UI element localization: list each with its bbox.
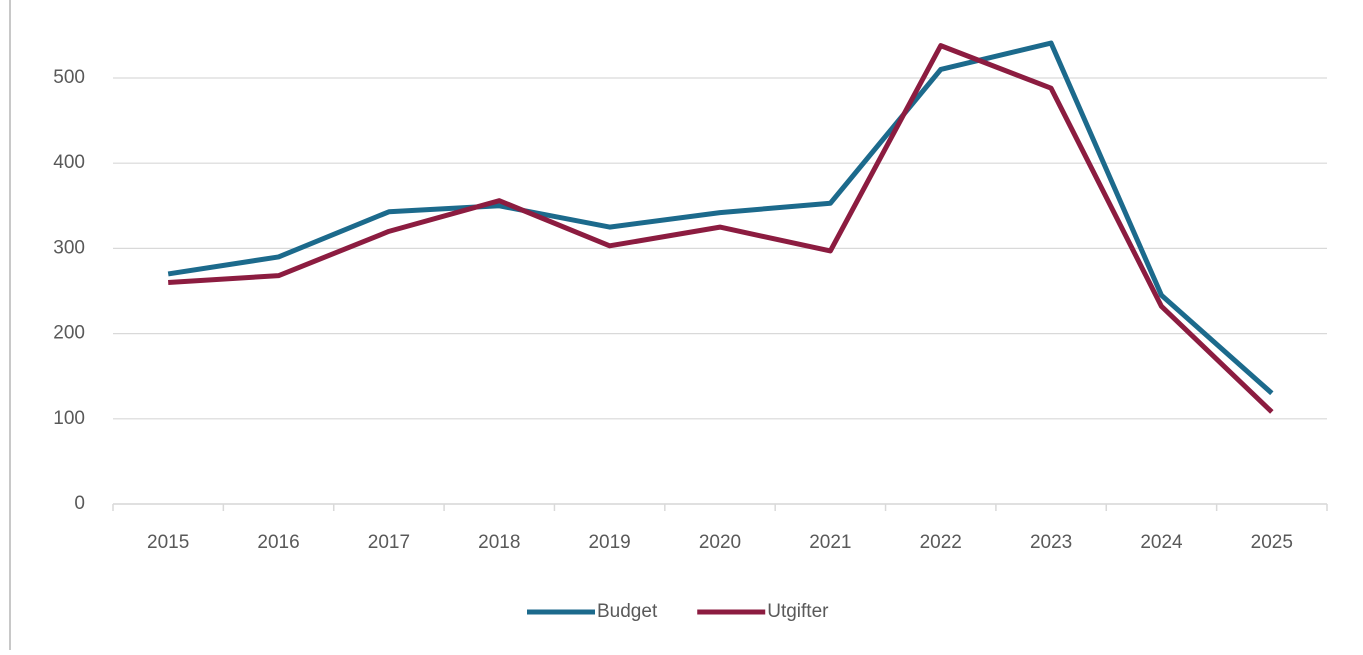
series-line — [167, 40, 1274, 396]
x-tick-label: 2025 — [1251, 532, 1293, 553]
series-line — [168, 43, 1274, 414]
x-tick-label: 2020 — [699, 532, 741, 553]
x-tick-label: 2019 — [588, 532, 630, 553]
legend-label: Budget — [597, 601, 658, 622]
y-tick-label: 300 — [53, 237, 85, 258]
x-tick-label: 2016 — [257, 532, 299, 553]
legend-label: Utgifter — [767, 601, 829, 622]
y-tick-label: 500 — [53, 67, 85, 88]
y-tick-label: 400 — [53, 152, 85, 173]
x-tick-label: 2021 — [809, 532, 851, 553]
x-tick-label: 2017 — [368, 532, 410, 553]
y-tick-label: 0 — [74, 493, 85, 514]
y-tick-label: 100 — [53, 408, 85, 429]
y-tick-label: 200 — [53, 323, 85, 344]
x-tick-label: 2022 — [920, 532, 962, 553]
x-tick-label: 2018 — [478, 532, 520, 553]
x-tick-label: 2023 — [1030, 532, 1072, 553]
x-tick-label: 2024 — [1140, 532, 1183, 553]
x-tick-label: 2015 — [147, 532, 189, 553]
